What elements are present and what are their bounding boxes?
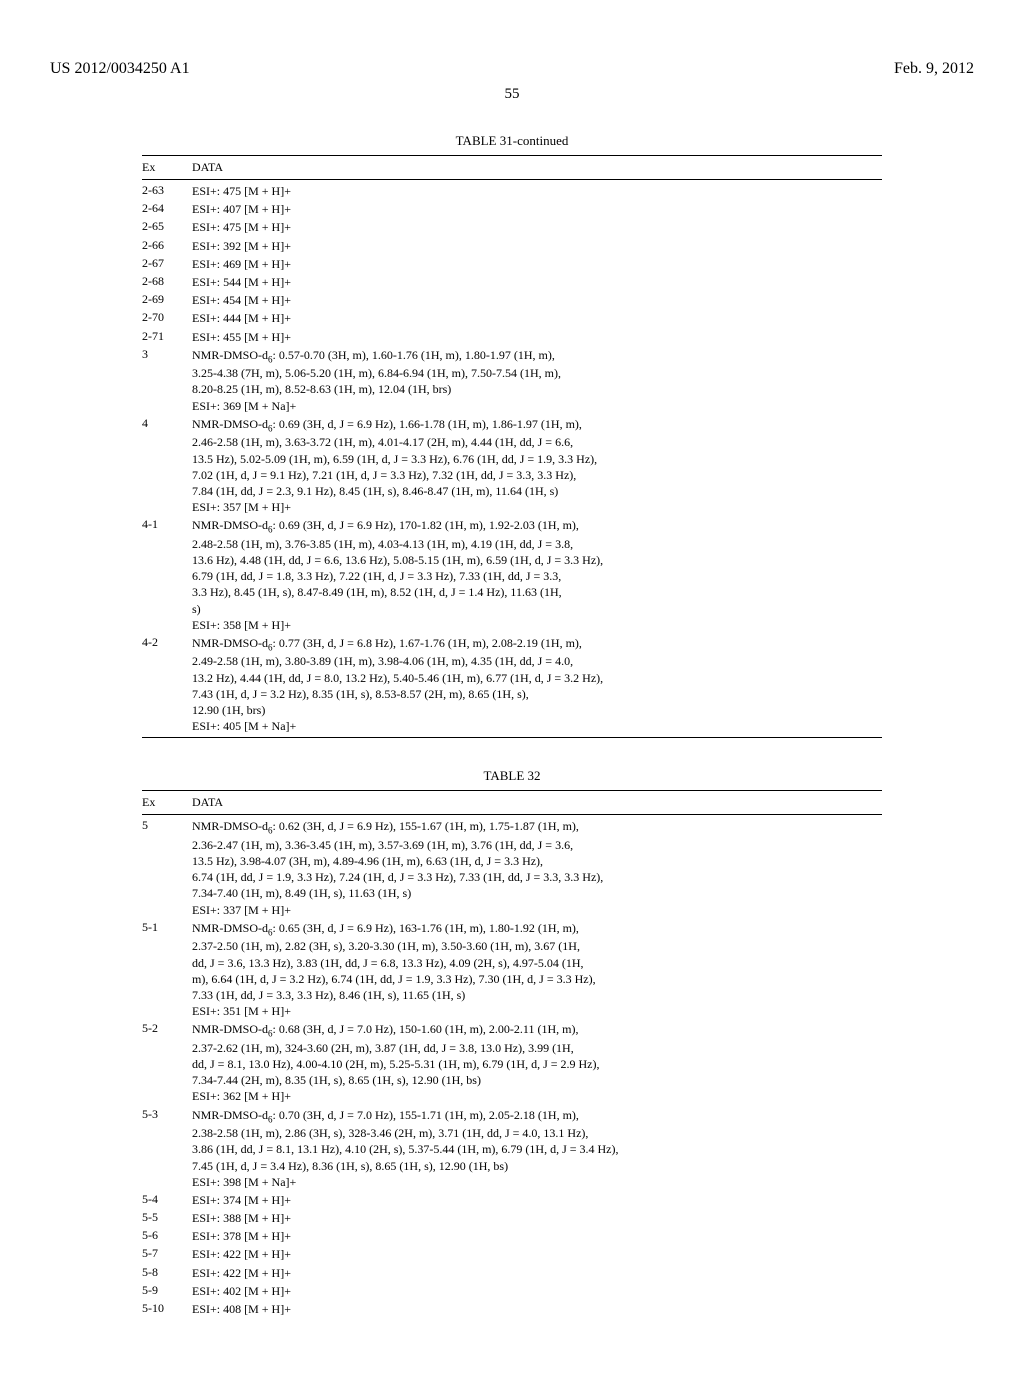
page-number: 55 bbox=[50, 86, 974, 103]
cell-data: NMR-DMSO-d6: 0.65 (3H, d, J = 6.9 Hz), 1… bbox=[192, 920, 882, 1019]
cell-ex: 5-1 bbox=[142, 920, 192, 1019]
table-31: TABLE 31-continued Ex DATA 2-63ESI+: 475… bbox=[142, 133, 882, 738]
table-row: 5-3NMR-DMSO-d6: 0.70 (3H, d, J = 7.0 Hz)… bbox=[142, 1106, 882, 1191]
cell-data: NMR-DMSO-d6: 0.57-0.70 (3H, m), 1.60-1.7… bbox=[192, 347, 882, 414]
cell-data: ESI+: 422 [M + H]+ bbox=[192, 1265, 882, 1281]
rule bbox=[142, 790, 882, 791]
cell-data: ESI+: 469 [M + H]+ bbox=[192, 256, 882, 272]
cell-ex: 5-10 bbox=[142, 1301, 192, 1317]
cell-ex: 4 bbox=[142, 416, 192, 515]
cell-ex: 5-2 bbox=[142, 1021, 192, 1104]
rule bbox=[142, 155, 882, 156]
cell-ex: 5-5 bbox=[142, 1210, 192, 1226]
col-data-header: DATA bbox=[192, 160, 882, 175]
cell-data: NMR-DMSO-d6: 0.69 (3H, d, J = 6.9 Hz), 1… bbox=[192, 517, 882, 633]
cell-ex: 4-2 bbox=[142, 635, 192, 734]
cell-data: ESI+: 422 [M + H]+ bbox=[192, 1246, 882, 1262]
table-row: 2-70ESI+: 444 [M + H]+ bbox=[142, 309, 882, 327]
table-row: 5-6ESI+: 378 [M + H]+ bbox=[142, 1227, 882, 1245]
table-row: 3NMR-DMSO-d6: 0.57-0.70 (3H, m), 1.60-1.… bbox=[142, 346, 882, 415]
cell-data: NMR-DMSO-d6: 0.70 (3H, d, J = 7.0 Hz), 1… bbox=[192, 1107, 882, 1190]
header-right: Feb. 9, 2012 bbox=[894, 60, 974, 78]
col-ex-header: Ex bbox=[142, 795, 192, 810]
cell-ex: 2-70 bbox=[142, 310, 192, 326]
table-row: 5NMR-DMSO-d6: 0.62 (3H, d, J = 6.9 Hz), … bbox=[142, 817, 882, 918]
table-32: TABLE 32 Ex DATA 5NMR-DMSO-d6: 0.62 (3H,… bbox=[142, 768, 882, 1318]
table-32-title: TABLE 32 bbox=[142, 768, 882, 784]
col-ex-header: Ex bbox=[142, 160, 192, 175]
table-row: 4NMR-DMSO-d6: 0.69 (3H, d, J = 6.9 Hz), … bbox=[142, 415, 882, 516]
cell-data: NMR-DMSO-d6: 0.68 (3H, d, J = 7.0 Hz), 1… bbox=[192, 1021, 882, 1104]
cell-data: ESI+: 392 [M + H]+ bbox=[192, 238, 882, 254]
cell-ex: 2-65 bbox=[142, 219, 192, 235]
table-row: 5-7ESI+: 422 [M + H]+ bbox=[142, 1245, 882, 1263]
cell-ex: 5-6 bbox=[142, 1228, 192, 1244]
cell-ex: 2-69 bbox=[142, 292, 192, 308]
cell-ex: 4-1 bbox=[142, 517, 192, 633]
cell-ex: 5-3 bbox=[142, 1107, 192, 1190]
cell-ex: 5-8 bbox=[142, 1265, 192, 1281]
table-31-head: Ex DATA bbox=[142, 158, 882, 177]
cell-data: ESI+: 374 [M + H]+ bbox=[192, 1192, 882, 1208]
table-31-title: TABLE 31-continued bbox=[142, 133, 882, 149]
cell-data: ESI+: 455 [M + H]+ bbox=[192, 329, 882, 345]
table-row: 5-8ESI+: 422 [M + H]+ bbox=[142, 1264, 882, 1282]
cell-ex: 3 bbox=[142, 347, 192, 414]
cell-data: ESI+: 402 [M + H]+ bbox=[192, 1283, 882, 1299]
table-row: 4-1NMR-DMSO-d6: 0.69 (3H, d, J = 6.9 Hz)… bbox=[142, 516, 882, 634]
rule bbox=[142, 179, 882, 180]
cell-ex: 5-4 bbox=[142, 1192, 192, 1208]
rule bbox=[142, 814, 882, 815]
cell-data: ESI+: 444 [M + H]+ bbox=[192, 310, 882, 326]
table-row: 5-2NMR-DMSO-d6: 0.68 (3H, d, J = 7.0 Hz)… bbox=[142, 1020, 882, 1105]
cell-ex: 2-63 bbox=[142, 183, 192, 199]
cell-data: ESI+: 388 [M + H]+ bbox=[192, 1210, 882, 1226]
page-header: US 2012/0034250 A1 Feb. 9, 2012 bbox=[50, 60, 974, 78]
cell-ex: 2-64 bbox=[142, 201, 192, 217]
table-row: 5-10ESI+: 408 [M + H]+ bbox=[142, 1300, 882, 1318]
table-row: 5-5ESI+: 388 [M + H]+ bbox=[142, 1209, 882, 1227]
cell-data: NMR-DMSO-d6: 0.69 (3H, d, J = 6.9 Hz), 1… bbox=[192, 416, 882, 515]
table-row: 5-4ESI+: 374 [M + H]+ bbox=[142, 1191, 882, 1209]
table-row: 4-2NMR-DMSO-d6: 0.77 (3H, d, J = 6.8 Hz)… bbox=[142, 634, 882, 735]
cell-ex: 2-67 bbox=[142, 256, 192, 272]
cell-ex: 2-66 bbox=[142, 238, 192, 254]
cell-data: NMR-DMSO-d6: 0.62 (3H, d, J = 6.9 Hz), 1… bbox=[192, 818, 882, 917]
cell-data: ESI+: 407 [M + H]+ bbox=[192, 201, 882, 217]
rule bbox=[142, 737, 882, 738]
cell-data: ESI+: 544 [M + H]+ bbox=[192, 274, 882, 290]
table-row: 5-9ESI+: 402 [M + H]+ bbox=[142, 1282, 882, 1300]
header-left: US 2012/0034250 A1 bbox=[50, 60, 190, 78]
cell-ex: 2-71 bbox=[142, 329, 192, 345]
cell-data: NMR-DMSO-d6: 0.77 (3H, d, J = 6.8 Hz), 1… bbox=[192, 635, 882, 734]
cell-data: ESI+: 475 [M + H]+ bbox=[192, 183, 882, 199]
cell-ex: 5-7 bbox=[142, 1246, 192, 1262]
table-row: 2-71ESI+: 455 [M + H]+ bbox=[142, 328, 882, 346]
cell-data: ESI+: 454 [M + H]+ bbox=[192, 292, 882, 308]
table-row: 2-67ESI+: 469 [M + H]+ bbox=[142, 255, 882, 273]
table-row: 2-69ESI+: 454 [M + H]+ bbox=[142, 291, 882, 309]
table-row: 2-68ESI+: 544 [M + H]+ bbox=[142, 273, 882, 291]
table-row: 2-63ESI+: 475 [M + H]+ bbox=[142, 182, 882, 200]
cell-ex: 5-9 bbox=[142, 1283, 192, 1299]
table-row: 5-1NMR-DMSO-d6: 0.65 (3H, d, J = 6.9 Hz)… bbox=[142, 919, 882, 1020]
cell-ex: 2-68 bbox=[142, 274, 192, 290]
cell-ex: 5 bbox=[142, 818, 192, 917]
cell-data: ESI+: 378 [M + H]+ bbox=[192, 1228, 882, 1244]
cell-data: ESI+: 475 [M + H]+ bbox=[192, 219, 882, 235]
cell-data: ESI+: 408 [M + H]+ bbox=[192, 1301, 882, 1317]
table-row: 2-64ESI+: 407 [M + H]+ bbox=[142, 200, 882, 218]
table-row: 2-66ESI+: 392 [M + H]+ bbox=[142, 237, 882, 255]
table-32-head: Ex DATA bbox=[142, 793, 882, 812]
table-row: 2-65ESI+: 475 [M + H]+ bbox=[142, 218, 882, 236]
col-data-header: DATA bbox=[192, 795, 882, 810]
